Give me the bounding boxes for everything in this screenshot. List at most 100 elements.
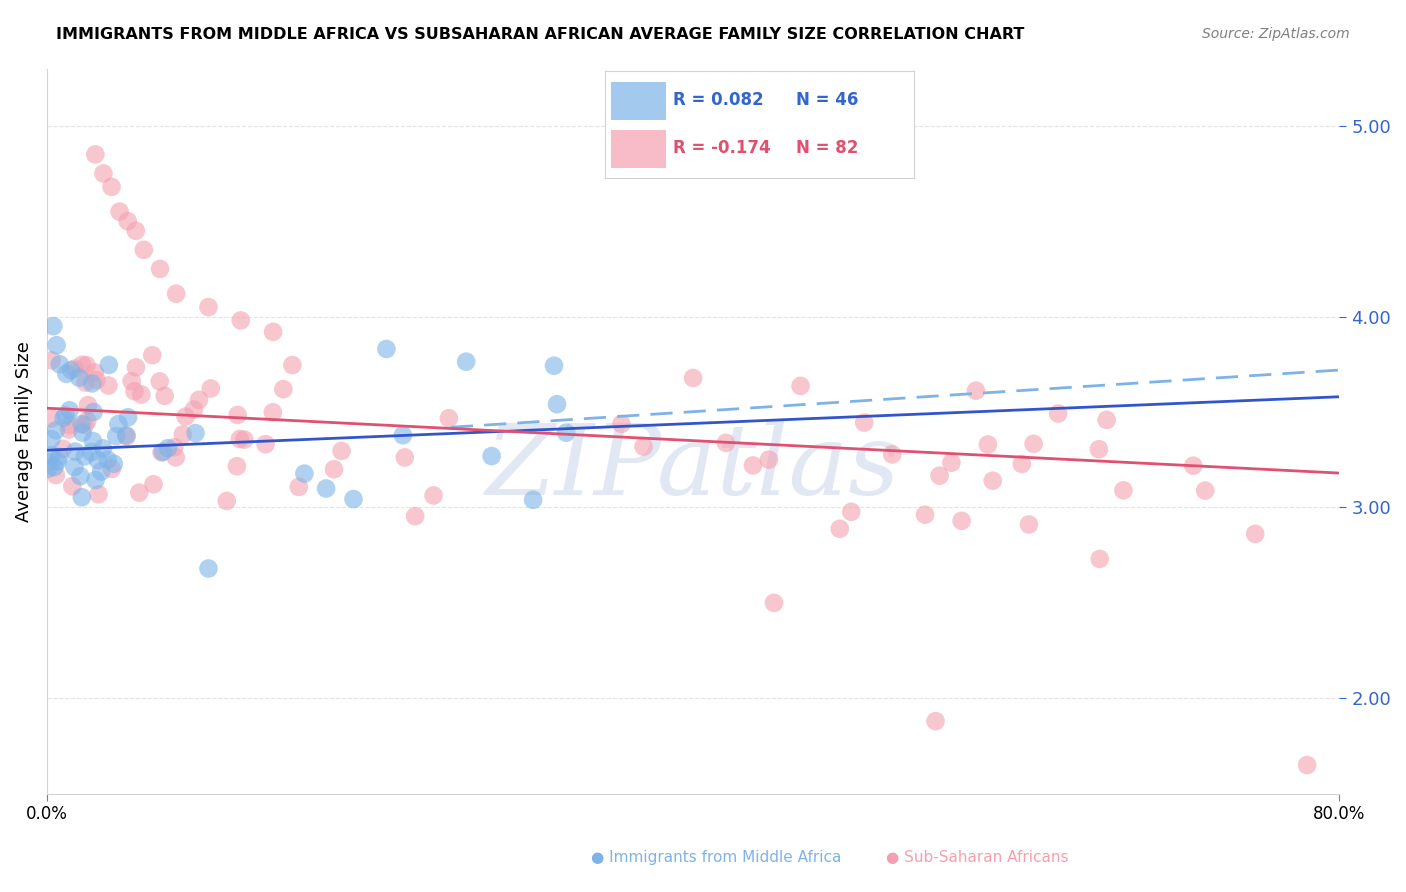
Sub-Saharan Africans <box>183 402 205 417</box>
Sub-Saharan Africans <box>1018 517 1040 532</box>
Sub-Saharan Africans <box>58 423 80 437</box>
Sub-Saharan Africans <box>330 444 353 458</box>
Sub-Saharan Africans <box>174 409 197 424</box>
Sub-Saharan Africans <box>233 433 256 447</box>
Sub-Saharan Africans <box>682 371 704 385</box>
Sub-Saharan Africans <box>828 522 851 536</box>
Immigrants from Middle Africa <box>49 357 72 371</box>
Immigrants from Middle Africa <box>60 363 83 377</box>
Sub-Saharan Africans <box>125 360 148 375</box>
Sub-Saharan Africans <box>93 166 115 180</box>
Immigrants from Middle Africa <box>555 425 578 440</box>
Sub-Saharan Africans <box>950 514 973 528</box>
Sub-Saharan Africans <box>928 468 950 483</box>
Sub-Saharan Africans <box>1095 413 1118 427</box>
Immigrants from Middle Africa <box>103 457 125 471</box>
Sub-Saharan Africans <box>1296 758 1319 772</box>
Text: N = 82: N = 82 <box>796 139 859 157</box>
Immigrants from Middle Africa <box>97 452 120 467</box>
Sub-Saharan Africans <box>742 458 765 473</box>
Immigrants from Middle Africa <box>292 467 315 481</box>
Immigrants from Middle Africa <box>152 445 174 459</box>
Sub-Saharan Africans <box>1194 483 1216 498</box>
Sub-Saharan Africans <box>1022 437 1045 451</box>
Immigrants from Middle Africa <box>63 460 86 475</box>
Immigrants from Middle Africa <box>184 425 207 440</box>
Sub-Saharan Africans <box>77 398 100 412</box>
Immigrants from Middle Africa <box>82 434 104 448</box>
Bar <box>610 130 666 168</box>
Sub-Saharan Africans <box>149 375 172 389</box>
Sub-Saharan Africans <box>101 462 124 476</box>
Sub-Saharan Africans <box>437 411 460 425</box>
Sub-Saharan Africans <box>142 477 165 491</box>
Sub-Saharan Africans <box>100 179 122 194</box>
Sub-Saharan Africans <box>924 714 946 728</box>
Immigrants from Middle Africa <box>45 338 67 352</box>
Sub-Saharan Africans <box>215 494 238 508</box>
Sub-Saharan Africans <box>163 440 186 454</box>
Immigrants from Middle Africa <box>375 342 398 356</box>
Immigrants from Middle Africa <box>117 410 139 425</box>
Immigrants from Middle Africa <box>107 417 129 431</box>
Sub-Saharan Africans <box>60 479 83 493</box>
Immigrants from Middle Africa <box>97 358 120 372</box>
Sub-Saharan Africans <box>84 366 107 380</box>
Sub-Saharan Africans <box>229 432 252 446</box>
Sub-Saharan Africans <box>149 261 172 276</box>
Immigrants from Middle Africa <box>90 465 112 479</box>
Immigrants from Middle Africa <box>87 453 110 467</box>
Text: ● Immigrants from Middle Africa: ● Immigrants from Middle Africa <box>591 850 841 865</box>
Sub-Saharan Africans <box>117 214 139 228</box>
Immigrants from Middle Africa <box>156 441 179 455</box>
Sub-Saharan Africans <box>422 488 444 502</box>
Immigrants from Middle Africa <box>63 444 86 458</box>
Immigrants from Middle Africa <box>70 417 93 432</box>
Sub-Saharan Africans <box>762 596 785 610</box>
Sub-Saharan Africans <box>75 358 97 372</box>
Text: N = 46: N = 46 <box>796 91 859 109</box>
Sub-Saharan Africans <box>59 418 82 433</box>
Immigrants from Middle Africa <box>342 492 364 507</box>
Sub-Saharan Africans <box>1112 483 1135 498</box>
Sub-Saharan Africans <box>226 459 249 474</box>
Sub-Saharan Africans <box>288 480 311 494</box>
Y-axis label: Average Family Size: Average Family Size <box>15 341 32 522</box>
Sub-Saharan Africans <box>75 376 97 390</box>
Text: R = -0.174: R = -0.174 <box>672 139 770 157</box>
Sub-Saharan Africans <box>714 435 737 450</box>
Sub-Saharan Africans <box>229 313 252 327</box>
Sub-Saharan Africans <box>124 384 146 399</box>
Sub-Saharan Africans <box>165 286 187 301</box>
Sub-Saharan Africans <box>1088 442 1111 457</box>
Sub-Saharan Africans <box>73 417 96 432</box>
Immigrants from Middle Africa <box>48 450 70 464</box>
Sub-Saharan Africans <box>197 300 219 314</box>
Sub-Saharan Africans <box>610 417 633 431</box>
Immigrants from Middle Africa <box>41 448 63 462</box>
Sub-Saharan Africans <box>323 462 346 476</box>
Sub-Saharan Africans <box>108 204 131 219</box>
Immigrants from Middle Africa <box>82 376 104 391</box>
Sub-Saharan Africans <box>125 224 148 238</box>
Immigrants from Middle Africa <box>42 319 65 334</box>
Sub-Saharan Africans <box>70 358 93 372</box>
Sub-Saharan Africans <box>121 374 143 388</box>
Sub-Saharan Africans <box>41 411 63 425</box>
Immigrants from Middle Africa <box>543 359 565 373</box>
Sub-Saharan Africans <box>52 442 75 456</box>
Immigrants from Middle Africa <box>52 410 75 425</box>
Sub-Saharan Africans <box>200 382 222 396</box>
Sub-Saharan Africans <box>273 382 295 396</box>
Sub-Saharan Africans <box>1182 458 1205 473</box>
Sub-Saharan Africans <box>226 408 249 422</box>
Sub-Saharan Africans <box>281 358 304 372</box>
Sub-Saharan Africans <box>128 485 150 500</box>
Bar <box>610 82 666 120</box>
Sub-Saharan Africans <box>981 474 1004 488</box>
Immigrants from Middle Africa <box>315 482 337 496</box>
Immigrants from Middle Africa <box>46 454 69 468</box>
Sub-Saharan Africans <box>115 429 138 443</box>
Text: R = 0.082: R = 0.082 <box>672 91 763 109</box>
Sub-Saharan Africans <box>262 325 284 339</box>
